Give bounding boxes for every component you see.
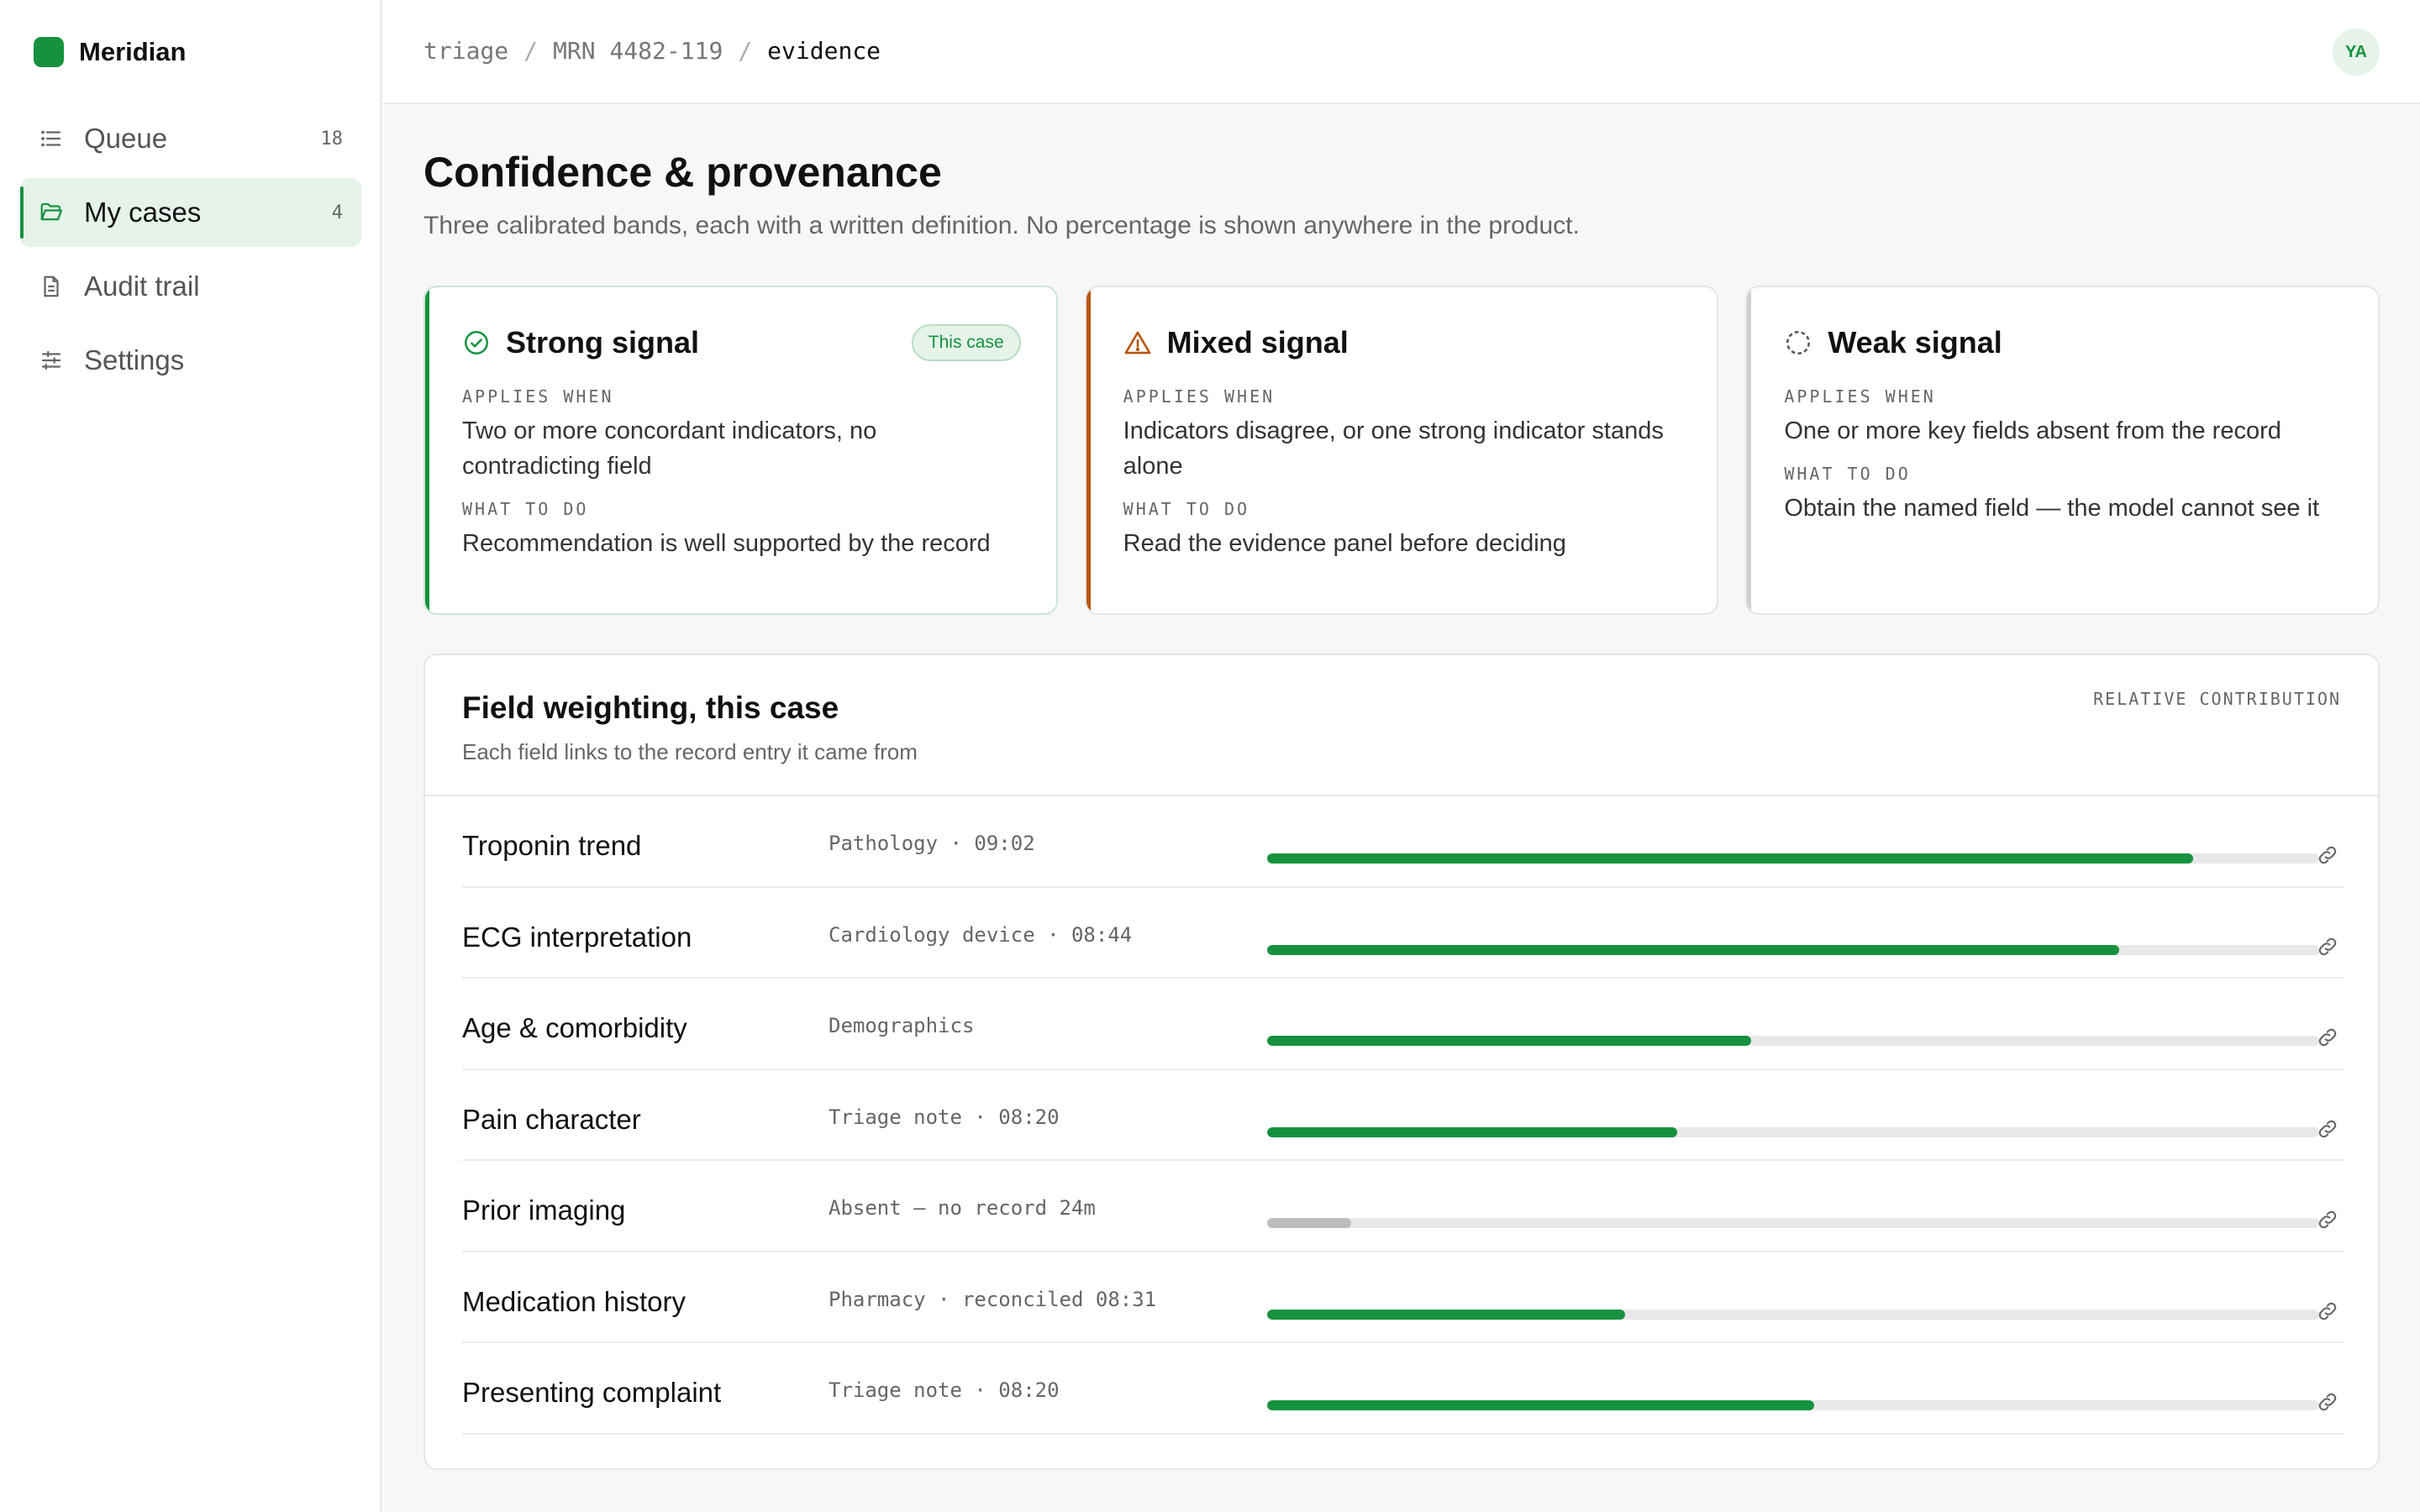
brand-name: Meridian — [79, 37, 187, 66]
contribution-bar — [1267, 1309, 2319, 1320]
link-icon[interactable] — [2316, 843, 2344, 872]
breadcrumb-item-mrn[interactable]: MRN 4482-119 — [553, 37, 723, 65]
check-circle-icon — [462, 328, 491, 357]
field-row: Pain character Triage note · 08:20 — [462, 1070, 2344, 1161]
breadcrumb-item-triage[interactable]: triage — [424, 37, 509, 65]
this-case-badge: This case — [911, 324, 1021, 361]
document-icon — [37, 272, 66, 301]
field-source: Demographics — [829, 1014, 975, 1037]
field-row: ECG interpretation Cardiology device · 08… — [462, 888, 2344, 979]
field-name: Medication history — [462, 1285, 686, 1317]
breadcrumb-separator: / — [738, 37, 753, 65]
link-icon[interactable] — [2316, 1026, 2344, 1054]
contribution-bar — [1267, 944, 2319, 955]
sidebar-item-count: 4 — [331, 202, 343, 223]
field-row: Presenting complaint Triage note · 08:20 — [462, 1343, 2344, 1435]
field-source: Triage note · 08:20 — [829, 1378, 1060, 1402]
link-icon[interactable] — [2316, 1117, 2344, 1146]
what-to-do-text: Read the evidence panel before deciding — [1123, 530, 1566, 557]
band-title: Weak signal — [1828, 325, 2002, 360]
applies-when-label: APPLIES WHEN — [1123, 386, 1276, 407]
field-source: Pharmacy · reconciled 08:31 — [829, 1287, 1157, 1311]
field-name: ECG interpretation — [462, 921, 692, 953]
sidebar-item-label: Settings — [84, 344, 185, 375]
field-source: Pathology · 09:02 — [829, 832, 1035, 855]
field-row: Age & comorbidity Demographics — [462, 979, 2344, 1070]
dashed-circle-icon — [1784, 328, 1812, 357]
field-row: Troponin trend Pathology · 09:02 — [462, 796, 2344, 888]
contribution-bar-fill — [1267, 1309, 1625, 1320]
contribution-bar-fill — [1267, 944, 2120, 955]
sliders-icon — [37, 346, 66, 375]
applies-when-text: Two or more concordant indicators, no co… — [462, 417, 877, 480]
link-icon[interactable] — [2316, 935, 2344, 963]
what-to-do-label: WHAT TO DO — [462, 499, 589, 519]
applies-when-text: Indicators disagree, or one strong indic… — [1123, 417, 1664, 480]
sidebar-item-settings[interactable]: Settings — [20, 326, 361, 395]
brand[interactable]: Meridian — [34, 37, 186, 67]
band-title: Mixed signal — [1166, 325, 1349, 360]
sidebar-item-label: Audit trail — [84, 270, 200, 302]
field-weighting-title: Field weighting, this case — [462, 690, 839, 725]
contribution-bar-fill — [1267, 853, 2193, 864]
field-name: Prior imaging — [462, 1194, 626, 1226]
contribution-bar — [1267, 1126, 2319, 1137]
contribution-bar — [1267, 1036, 2319, 1046]
link-icon[interactable] — [2316, 1390, 2344, 1419]
applies-when-label: APPLIES WHEN — [462, 386, 614, 407]
band-title: Strong signal — [506, 325, 700, 360]
contribution-bar — [1267, 853, 2319, 864]
field-weighting-panel: Field weighting, this case Each field li… — [424, 654, 2380, 1470]
what-to-do-text: Obtain the named field — the model canno… — [1784, 495, 2320, 522]
sidebar-item-queue[interactable]: Queue 18 — [20, 104, 361, 173]
contribution-bar-fill — [1267, 1400, 1815, 1410]
contribution-bar — [1267, 1218, 2319, 1228]
breadcrumb-separator: / — [523, 37, 539, 65]
field-weighting-rows: Troponin trend Pathology · 09:02 ECG inter… — [462, 796, 2344, 1435]
field-source: Triage note · 08:20 — [829, 1105, 1060, 1129]
brand-logo — [34, 37, 64, 67]
sidebar-item-label: My cases — [84, 197, 202, 228]
link-icon[interactable] — [2316, 1299, 2344, 1328]
applies-when-label: APPLIES WHEN — [1784, 386, 1936, 407]
link-icon[interactable] — [2316, 1208, 2344, 1236]
list-icon — [37, 124, 66, 153]
field-weighting-subtitle: Each field links to the record entry it … — [462, 739, 918, 764]
sidebar: Meridian Queue 18 My cases 4 Audit trail — [0, 0, 381, 1512]
field-row: Medication history Pharmacy · reconciled … — [462, 1252, 2344, 1343]
relative-contribution-label: RELATIVE CONTRIBUTION — [2093, 689, 2341, 709]
field-source: Absent — no record 24m — [829, 1196, 1096, 1220]
folder-open-icon — [37, 198, 66, 227]
what-to-do-label: WHAT TO DO — [1123, 499, 1250, 519]
breadcrumb-item-current: evidence — [767, 37, 881, 65]
applies-when-text: One or more key fields absent from the r… — [1784, 417, 2281, 444]
breadcrumb: triage / MRN 4482-119 / evidence — [424, 37, 881, 65]
sidebar-item-label: Queue — [84, 123, 168, 154]
band-card-mixed: Mixed signal APPLIES WHEN Indicators dis… — [1084, 286, 1719, 615]
page-title: Confidence & provenance — [424, 149, 942, 196]
warning-triangle-icon — [1123, 328, 1152, 357]
band-card-weak: Weak signal APPLIES WHEN One or more key… — [1745, 286, 2381, 615]
field-row: Prior imaging Absent — no record 24m — [462, 1161, 2344, 1252]
page-subtitle: Three calibrated bands, each with a writ… — [424, 212, 1580, 239]
contribution-bar — [1267, 1400, 2319, 1410]
band-card-strong: Strong signal This case APPLIES WHEN Two… — [424, 286, 1058, 615]
field-name: Presenting complaint — [462, 1377, 722, 1408]
contribution-bar-fill — [1267, 1218, 1352, 1228]
sidebar-item-count: 18 — [320, 128, 344, 150]
confidence-bands: Strong signal This case APPLIES WHEN Two… — [424, 286, 2381, 615]
what-to-do-label: WHAT TO DO — [1784, 464, 1911, 484]
contribution-bar-fill — [1267, 1126, 1678, 1137]
field-name: Pain character — [462, 1103, 641, 1135]
sidebar-nav: Queue 18 My cases 4 Audit trail Settings — [20, 104, 361, 400]
field-source: Cardiology device · 08:44 — [829, 922, 1133, 947]
top-bar: triage / MRN 4482-119 / evidence YA — [383, 0, 2420, 104]
field-name: Age & comorbidity — [462, 1012, 687, 1043]
contribution-bar-fill — [1267, 1036, 1751, 1046]
what-to-do-text: Recommendation is well supported by the … — [462, 530, 991, 557]
sidebar-item-my-cases[interactable]: My cases 4 — [20, 178, 361, 247]
avatar[interactable]: YA — [2333, 29, 2380, 76]
sidebar-item-audit-trail[interactable]: Audit trail — [20, 252, 361, 321]
field-name: Troponin trend — [462, 830, 642, 861]
